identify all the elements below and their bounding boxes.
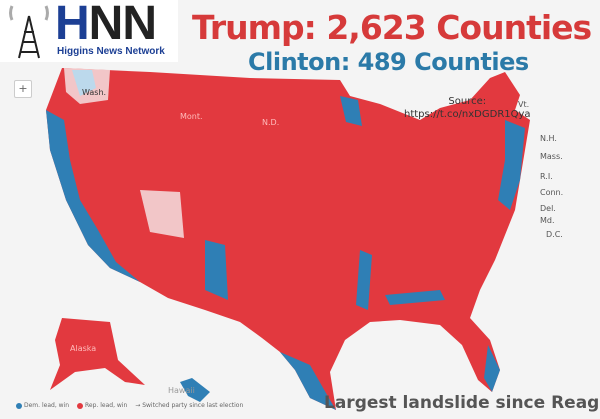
logo-letters: HNN: [55, 0, 157, 50]
label-vt: Vt.: [518, 100, 530, 109]
washington-light-dem: [72, 70, 96, 96]
map-legend: Dem. lead, win Rep. lead, win → Switched…: [16, 402, 243, 409]
legend-rep: Rep. lead, win: [77, 402, 127, 409]
tagline: Largest landslide since Reagan: [324, 393, 600, 413]
florida-dem: [484, 345, 500, 392]
label-conn: Conn.: [540, 188, 564, 197]
label-mont: Mont.: [180, 112, 203, 121]
radio-tower-icon: [9, 5, 49, 59]
label-del: Del.: [540, 204, 556, 213]
label-hawaii: Hawaii: [168, 386, 195, 395]
utah-light: [140, 190, 184, 238]
northeast-dem: [498, 120, 525, 210]
dem-dot-icon: [16, 402, 22, 409]
rio-grande-dem: [280, 352, 336, 410]
label-ri: R.I.: [540, 172, 553, 181]
minnesota-dem: [340, 96, 362, 126]
source-credit: Source: https://t.co/nxDGDR1Qya: [404, 96, 531, 120]
legend-dem: Dem. lead, win: [16, 402, 69, 409]
legend-switched: → Switched party since last election: [135, 402, 244, 409]
contiguous-us: [46, 68, 530, 410]
label-nd: N.D.: [262, 118, 280, 127]
source-link[interactable]: https://t.co/nxDGDR1Qya: [404, 109, 531, 120]
new-mexico-dem: [205, 240, 228, 300]
hnn-logo: HNN Higgins News Network: [0, 0, 178, 62]
zoom-in-button[interactable]: +: [14, 80, 32, 98]
label-alaska: Alaska: [70, 344, 97, 353]
label-mass: Mass.: [540, 152, 563, 161]
mississippi-delta-dem: [356, 250, 372, 310]
label-md: Md.: [540, 216, 555, 225]
arrow-right-icon: →: [135, 402, 143, 409]
logo-subtitle: Higgins News Network: [57, 46, 165, 57]
trump-headline: Trump: 2,623 Counties: [192, 8, 592, 47]
black-belt-dem: [385, 290, 445, 305]
pacific-coast-dem: [46, 110, 140, 282]
hawaii: [180, 378, 210, 402]
alaska: [50, 318, 145, 390]
label-nh: N.H.: [540, 134, 557, 143]
label-wash: Wash.: [82, 88, 107, 97]
clinton-headline: Clinton: 489 Counties: [248, 48, 529, 76]
rep-dot-icon: [77, 402, 84, 409]
label-dc: D.C.: [546, 230, 563, 239]
